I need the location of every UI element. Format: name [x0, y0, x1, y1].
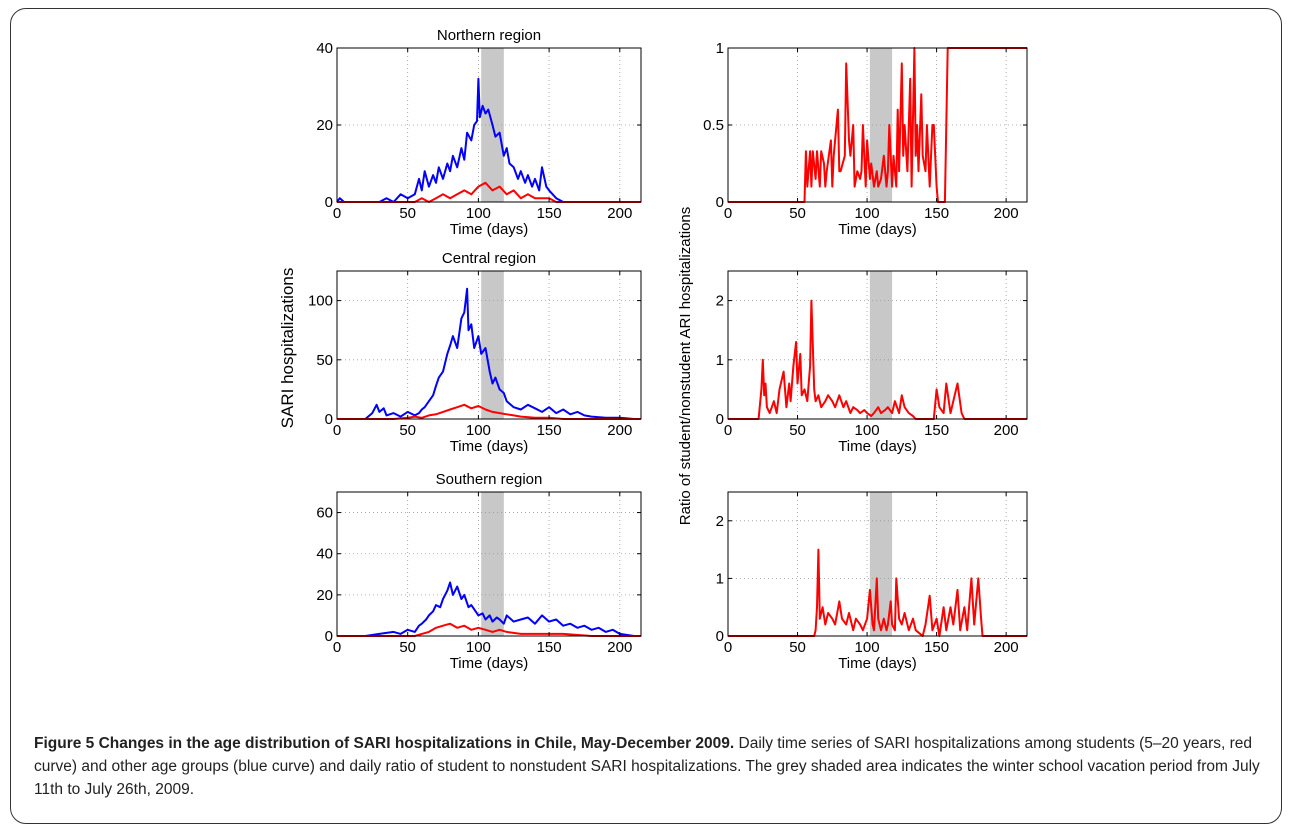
figure-frame — [10, 8, 1282, 824]
panel-4-ytick-label-2: 2 — [716, 293, 724, 310]
panel-4-xtick-label-4: 200 — [994, 422, 1019, 439]
panel-6-ytick-label-0: 0 — [716, 628, 724, 645]
panel-6-axes-box — [727, 491, 1028, 637]
caption-text: Daily time series of SARI hospitalizatio… — [34, 735, 1260, 798]
panel-5-ytick-label-2: 40 — [316, 546, 333, 563]
panel-5-xtick-label-1: 50 — [399, 639, 416, 656]
panel-3-xlabel: Time (days) — [450, 438, 529, 455]
panel-5-xtick-label-3: 150 — [537, 639, 562, 656]
panel-5-xlabel: Time (days) — [450, 655, 529, 672]
panel-4-ytick-label-1: 1 — [716, 352, 724, 369]
panel-4-ytick-label-0: 0 — [716, 411, 724, 428]
panel-3-ytick-label-1: 50 — [316, 352, 333, 369]
panel-4-xtick-label-1: 50 — [789, 422, 806, 439]
panel-2-ytick-label-0: 0 — [716, 194, 724, 211]
panel-1-xtick-label-4: 200 — [607, 205, 632, 222]
panel-1-xtick-label-0: 0 — [333, 205, 341, 222]
panel-4-xtick-label-3: 150 — [924, 422, 949, 439]
panel-4-axes-box — [727, 270, 1028, 420]
panel-3-xtick-label-3: 150 — [537, 422, 562, 439]
panel-3-vacation-shade — [481, 271, 504, 419]
panel-2-xtick-label-2: 100 — [855, 205, 880, 222]
panel-2-xtick-label-1: 50 — [789, 205, 806, 222]
panel-6-xtick-label-0: 0 — [724, 639, 732, 656]
panel-5-xtick-label-0: 0 — [333, 639, 341, 656]
panel-6-ytick-label-1: 1 — [716, 570, 724, 587]
panel-5-ytick-label-3: 60 — [316, 505, 333, 522]
panel-2-ytick-label-1: 0.5 — [703, 117, 724, 134]
panel-3-xtick-label-2: 100 — [466, 422, 491, 439]
panel-1-title: Northern region — [437, 27, 541, 44]
panel-3-xtick-label-1: 50 — [399, 422, 416, 439]
panel-2-ytick-label-2: 1 — [716, 40, 724, 57]
panel-3-title: Central region — [442, 250, 536, 267]
panel-1-xtick-label-3: 150 — [537, 205, 562, 222]
panel-3-axes-box — [336, 270, 642, 420]
panel-5-series-2-line — [337, 622, 641, 637]
panel-5-xtick-label-4: 200 — [607, 639, 632, 656]
panel-5-axes-box — [336, 491, 642, 637]
panel-4-xtick-label-0: 0 — [724, 422, 732, 439]
right-y-axis-label: Ratio of student/nonstudent ARI hospital… — [677, 207, 694, 526]
panel-3-xtick-label-0: 0 — [333, 422, 341, 439]
panel-4-xlabel: Time (days) — [838, 438, 917, 455]
panel-5-vacation-shade — [481, 492, 504, 636]
panel-1-ytick-label-1: 20 — [316, 117, 333, 134]
figure-caption: Figure 5 Changes in the age distribution… — [34, 732, 1264, 801]
panel-1-series-2-line — [337, 181, 641, 203]
panel-4-vacation-shade — [869, 271, 893, 419]
panel-1-series-1-line — [336, 77, 641, 203]
panel-3-xtick-label-4: 200 — [607, 422, 632, 439]
panel-1-xlabel: Time (days) — [450, 221, 529, 238]
panel-2-xtick-label-0: 0 — [724, 205, 732, 222]
caption-title: Figure 5 Changes in the age distribution… — [34, 735, 735, 752]
panel-5-ytick-label-0: 0 — [325, 628, 333, 645]
panel-1-xtick-label-2: 100 — [466, 205, 491, 222]
panel-3-series-1-line — [337, 287, 641, 420]
panel-6-ytick-label-2: 2 — [716, 513, 724, 530]
panel-6-xtick-label-4: 200 — [994, 639, 1019, 656]
panel-6-xtick-label-2: 100 — [855, 639, 880, 656]
panel-5-title: Southern region — [436, 471, 543, 488]
panel-1-xtick-label-1: 50 — [399, 205, 416, 222]
panel-5-series-1-line — [337, 581, 641, 637]
panel-2-series-1-line — [728, 47, 1027, 203]
panel-6-xtick-label-3: 150 — [924, 639, 949, 656]
panel-3-series-2-line — [337, 403, 641, 420]
panel-2-xtick-label-3: 150 — [924, 205, 949, 222]
panel-6-series-1-line — [728, 548, 1027, 637]
panel-5-xtick-label-2: 100 — [466, 639, 491, 656]
panel-3-ytick-label-2: 100 — [308, 293, 333, 310]
panel-1-ytick-label-2: 40 — [316, 40, 333, 57]
panel-6-xlabel: Time (days) — [838, 655, 917, 672]
left-y-axis-label: SARI hospitalizations — [278, 268, 297, 429]
panel-2-xtick-label-4: 200 — [994, 205, 1019, 222]
panel-2-xlabel: Time (days) — [838, 221, 917, 238]
panel-3-ytick-label-0: 0 — [325, 411, 333, 428]
panel-1-ytick-label-0: 0 — [325, 194, 333, 211]
panel-4-xtick-label-2: 100 — [855, 422, 880, 439]
panel-5-ytick-label-1: 20 — [316, 587, 333, 604]
panel-6-xtick-label-1: 50 — [789, 639, 806, 656]
